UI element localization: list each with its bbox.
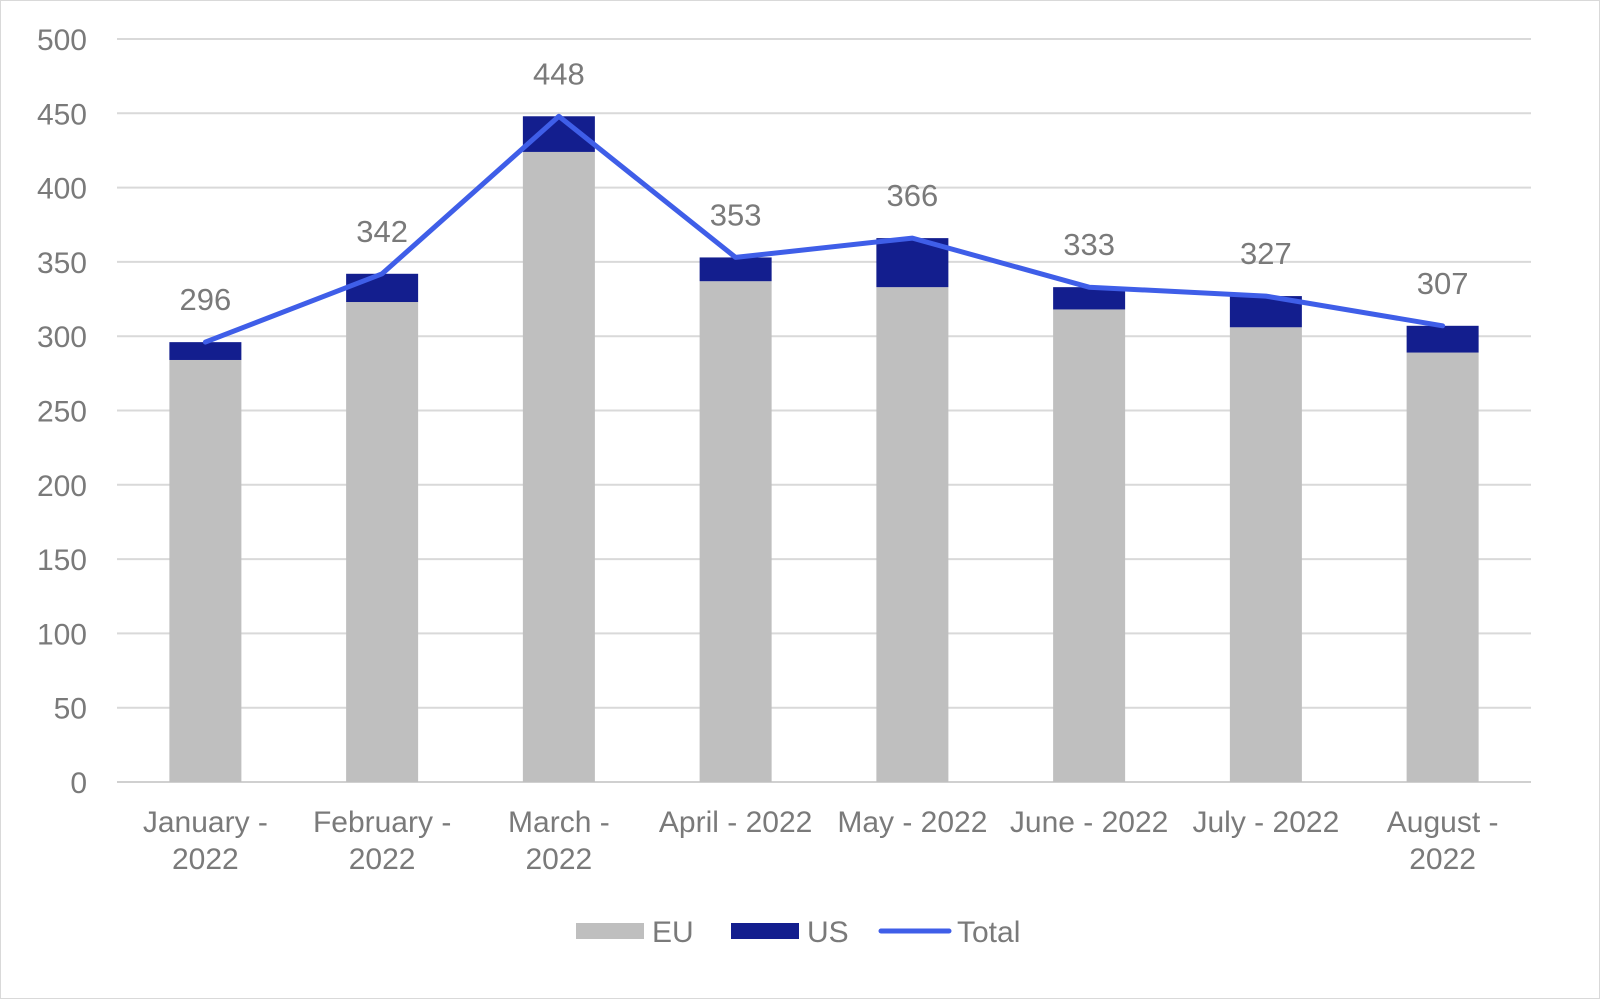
- x-category-label: March - 2022: [508, 806, 610, 876]
- bar-us: [699, 257, 772, 282]
- legend-label-eu: EU: [652, 916, 694, 949]
- x-category-line: February -: [313, 806, 451, 839]
- bar-eu: [1053, 309, 1126, 782]
- y-tick-label: 150: [37, 544, 87, 577]
- bar-eu: [876, 287, 949, 782]
- data-label: 333: [1063, 227, 1115, 262]
- x-category-line: May - 2022: [837, 806, 987, 839]
- x-category-label: August - 2022: [1387, 806, 1499, 876]
- x-category-line: August -: [1387, 806, 1499, 839]
- x-category-line: June - 2022: [1010, 806, 1168, 839]
- x-category-label: April - 2022: [659, 806, 812, 839]
- y-tick-label: 50: [54, 693, 87, 726]
- y-tick-label: 450: [37, 98, 87, 131]
- bar-eu: [1406, 352, 1479, 782]
- x-category-line: 2022: [526, 843, 593, 876]
- y-tick-label: 350: [37, 247, 87, 280]
- total-series-line: [202, 113, 1446, 345]
- y-tick-label: 500: [37, 24, 87, 57]
- data-labels: 296 342 448 353 366 333 327 307: [180, 56, 1469, 317]
- data-label: 296: [180, 282, 232, 317]
- data-label: 327: [1240, 236, 1292, 271]
- bar-us: [346, 273, 419, 303]
- legend-swatch-us: [731, 923, 799, 939]
- x-axis-categories: January - 2022 February - 2022 March - 2022 Ap…: [143, 806, 1499, 876]
- data-label: 448: [533, 56, 585, 91]
- data-label: 366: [887, 178, 939, 213]
- bar-us: [1053, 287, 1126, 310]
- bar-eu: [522, 151, 595, 782]
- y-tick-label: 0: [70, 767, 87, 800]
- legend-label-us: US: [807, 916, 849, 949]
- legend-label-total: Total: [957, 916, 1020, 949]
- y-tick-label: 250: [37, 396, 87, 429]
- x-category-label: January - 2022: [143, 806, 268, 876]
- x-category-label: June - 2022: [1010, 806, 1168, 839]
- x-category-line: 2022: [1409, 843, 1476, 876]
- bars: [169, 116, 1479, 782]
- data-label: 307: [1417, 266, 1469, 301]
- x-category-line: 2022: [349, 843, 416, 876]
- x-category-line: 2022: [172, 843, 239, 876]
- bar-eu: [169, 359, 242, 782]
- bar-eu: [1229, 327, 1302, 782]
- x-category-label: February - 2022: [313, 806, 451, 876]
- y-axis-ticks: 0 50 100 150 200 250 300 350 400 450 500: [37, 24, 87, 800]
- total-line: [202, 113, 1446, 345]
- x-category-line: April - 2022: [659, 806, 812, 839]
- legend-swatch-eu: [576, 923, 644, 939]
- bar-us: [1406, 325, 1479, 353]
- x-category-label: May - 2022: [837, 806, 987, 839]
- bar-us: [169, 342, 242, 360]
- y-tick-label: 400: [37, 173, 87, 206]
- data-label: 353: [710, 197, 762, 232]
- y-tick-label: 300: [37, 321, 87, 354]
- gridlines: [117, 38, 1531, 783]
- bar-eu: [699, 281, 772, 782]
- x-category-label: July - 2022: [1193, 806, 1340, 839]
- legend: EU US Total: [576, 916, 1020, 949]
- x-category-line: January -: [143, 806, 268, 839]
- x-category-line: March -: [508, 806, 610, 839]
- data-label: 342: [356, 214, 408, 249]
- y-tick-label: 100: [37, 618, 87, 651]
- bar-eu: [346, 302, 419, 782]
- x-category-line: July - 2022: [1193, 806, 1340, 839]
- y-tick-label: 200: [37, 470, 87, 503]
